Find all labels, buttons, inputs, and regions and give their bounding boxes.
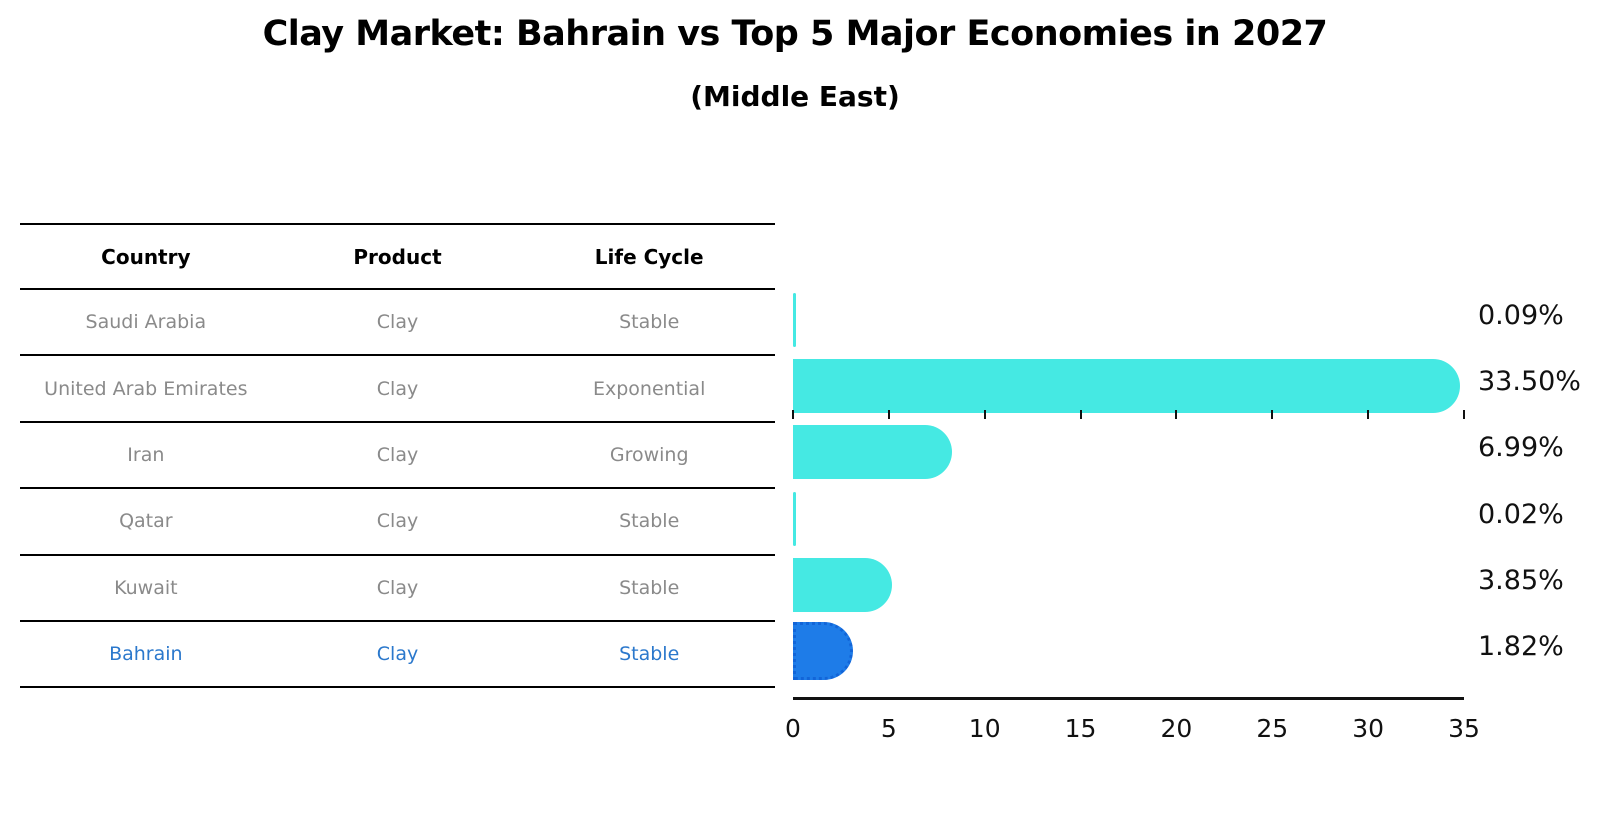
bar-saudi-arabia [793,293,796,347]
table-body: Saudi Arabia Clay Stable United Arab Emirat… [20,290,775,689]
bar-value-label: 3.85% [1478,564,1564,596]
x-axis-tick [983,410,986,419]
bar-qatar [793,491,796,546]
x-axis-tick-label: 5 [880,714,897,743]
bar-value-label: 6.99% [1478,432,1564,464]
table-cell: Clay [376,576,419,599]
table-row: Iran Clay Growing [20,423,775,490]
table-cell: Iran [127,443,165,466]
table-cell: Growing [609,443,689,466]
x-axis-tick-label: 20 [1160,714,1193,743]
x-axis-tick-label: 35 [1448,714,1480,743]
bar-kuwait [793,557,892,612]
table-cell: Stable [619,311,680,334]
x-axis-tick [1271,410,1274,419]
table-header-row: Country Product Life Cycle [20,223,775,290]
chart-subtitle: (Middle East) [690,80,900,113]
x-axis-tick-label: 25 [1256,714,1289,743]
x-axis-tick [792,410,794,419]
table-cell: Clay [376,377,419,400]
x-axis-tick-label: 10 [968,714,1001,743]
table-header-product: Product [353,244,442,269]
table-cell: Exponential [593,377,706,400]
table-row: Bahrain Clay Stable [20,622,775,689]
table-cell: Bahrain [109,643,183,666]
table-row: Saudi Arabia Clay Stable [20,290,775,357]
table-row: United Arab Emirates Clay Exponential [20,356,775,423]
bar-bahrain [793,622,853,680]
x-axis-tick [1175,410,1178,419]
x-axis-tick-label: 30 [1352,714,1385,743]
bar-value-label: 0.09% [1478,300,1564,331]
table-cell: Stable [619,643,680,666]
table-header-country: Country [101,244,191,269]
table-row: Kuwait Clay Stable [20,556,775,622]
table-cell: Clay [376,510,419,533]
chart-title: Clay Market: Bahrain vs Top 5 Major Econ… [262,14,1328,54]
bar-value-label: 1.82% [1478,631,1564,662]
table-cell: United Arab Emirates [44,377,248,400]
bar-united-arab-emirates [793,359,1461,414]
data-table: Country Product Life Cycle Saudi Arabia C… [20,223,775,689]
bar-iran [793,425,952,480]
x-axis-tick [887,410,890,419]
table-cell: Clay [376,643,419,666]
table-row: Qatar Clay Stable [20,489,775,556]
x-axis-tick [1463,410,1465,419]
bar-value-label: 0.02% [1478,498,1564,530]
x-axis-tick [1079,410,1082,419]
table-cell: Clay [376,311,419,334]
x-axis-tick-label: 15 [1064,714,1097,743]
table-cell: Clay [376,443,419,466]
table-cell: Kuwait [114,576,178,599]
table-cell: Saudi Arabia [85,311,207,334]
table-cell: Qatar [119,510,173,533]
x-axis-tick-label: 0 [785,714,801,743]
x-axis-tick [1367,410,1370,419]
bar-value-label: 33.50% [1478,366,1581,398]
table-cell: Stable [619,510,680,533]
table-cell: Stable [619,576,680,599]
table-header-life-cycle: Life Cycle [594,244,704,269]
plot-area [793,290,1464,700]
